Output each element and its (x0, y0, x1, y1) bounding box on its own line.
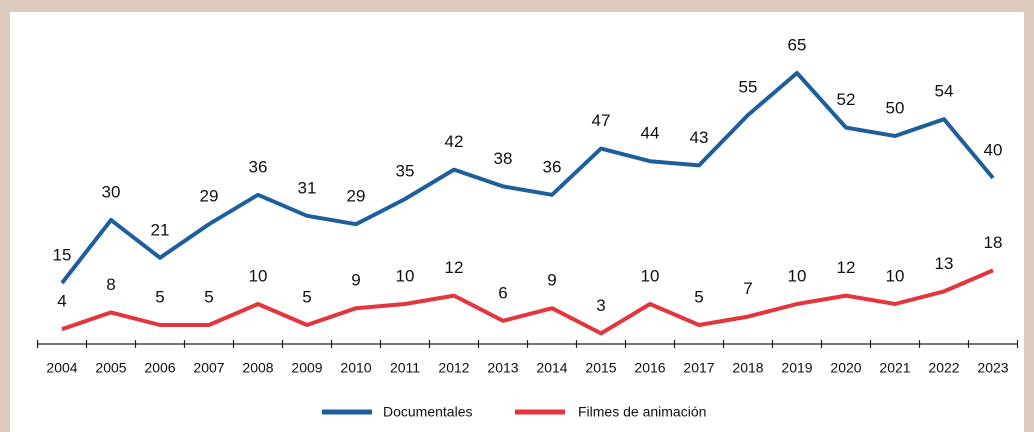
data-label: 10 (641, 266, 660, 285)
x-tick-label: 2012 (438, 360, 469, 376)
data-label: 12 (837, 258, 856, 277)
x-tick-label: 2007 (193, 360, 224, 376)
data-label: 36 (249, 157, 268, 176)
data-label: 7 (743, 279, 752, 298)
data-label: 8 (106, 275, 115, 294)
data-label: 43 (690, 128, 709, 147)
x-tick-label: 2015 (585, 360, 616, 376)
x-tick-label: 2018 (732, 360, 763, 376)
data-label: 18 (984, 233, 1003, 252)
data-label: 30 (102, 182, 121, 201)
x-tick-label: 2005 (95, 360, 126, 376)
x-tick-label: 2014 (536, 360, 567, 376)
x-tick-label: 2020 (830, 360, 861, 376)
data-label: 35 (396, 161, 415, 180)
chart-panel (10, 12, 1024, 432)
data-label: 5 (155, 287, 164, 306)
data-label: 21 (151, 220, 170, 239)
x-tick-label: 2022 (928, 360, 959, 376)
data-label: 31 (298, 178, 317, 197)
data-label: 29 (347, 187, 366, 206)
series-line (60, 71, 995, 285)
data-label: 13 (935, 254, 954, 273)
data-label: 65 (788, 35, 807, 54)
x-tick-label: 2023 (977, 360, 1008, 376)
data-label: 3 (596, 296, 605, 315)
data-label: 40 (984, 140, 1003, 159)
data-label: 4 (57, 292, 66, 311)
x-tick-label: 2016 (634, 360, 665, 376)
data-label: 52 (837, 90, 856, 109)
data-label: 12 (445, 258, 464, 277)
data-label: 36 (543, 157, 562, 176)
x-tick-label: 2019 (781, 360, 812, 376)
data-label: 10 (396, 266, 415, 285)
data-label: 38 (494, 149, 513, 168)
legend-label: Filmes de animación (578, 404, 706, 420)
data-label: 15 (53, 245, 72, 264)
data-label: 44 (641, 124, 660, 143)
x-tick-label: 2017 (683, 360, 714, 376)
x-tick-label: 2010 (340, 360, 371, 376)
data-label: 54 (935, 82, 954, 101)
data-label: 10 (886, 266, 905, 285)
data-label: 9 (351, 271, 360, 290)
legend-label: Documentales (383, 404, 473, 420)
data-label: 50 (886, 98, 905, 117)
x-tick-label: 2008 (242, 360, 273, 376)
data-label: 42 (445, 132, 464, 151)
data-label: 29 (200, 187, 219, 206)
data-label: 6 (498, 283, 507, 302)
data-label: 55 (739, 77, 758, 96)
data-label: 5 (694, 287, 703, 306)
x-tick-label: 2013 (487, 360, 518, 376)
x-tick-label: 2011 (390, 360, 420, 376)
data-label: 9 (547, 271, 556, 290)
data-label: 5 (204, 287, 213, 306)
data-label: 47 (592, 111, 611, 130)
data-label: 10 (249, 266, 268, 285)
x-tick-label: 2004 (46, 360, 77, 376)
data-label: 10 (788, 266, 807, 285)
x-tick-label: 2021 (879, 360, 910, 376)
data-label: 5 (302, 287, 311, 306)
x-tick-label: 2006 (144, 360, 175, 376)
series-line (61, 268, 994, 336)
x-tick-label: 2009 (291, 360, 322, 376)
